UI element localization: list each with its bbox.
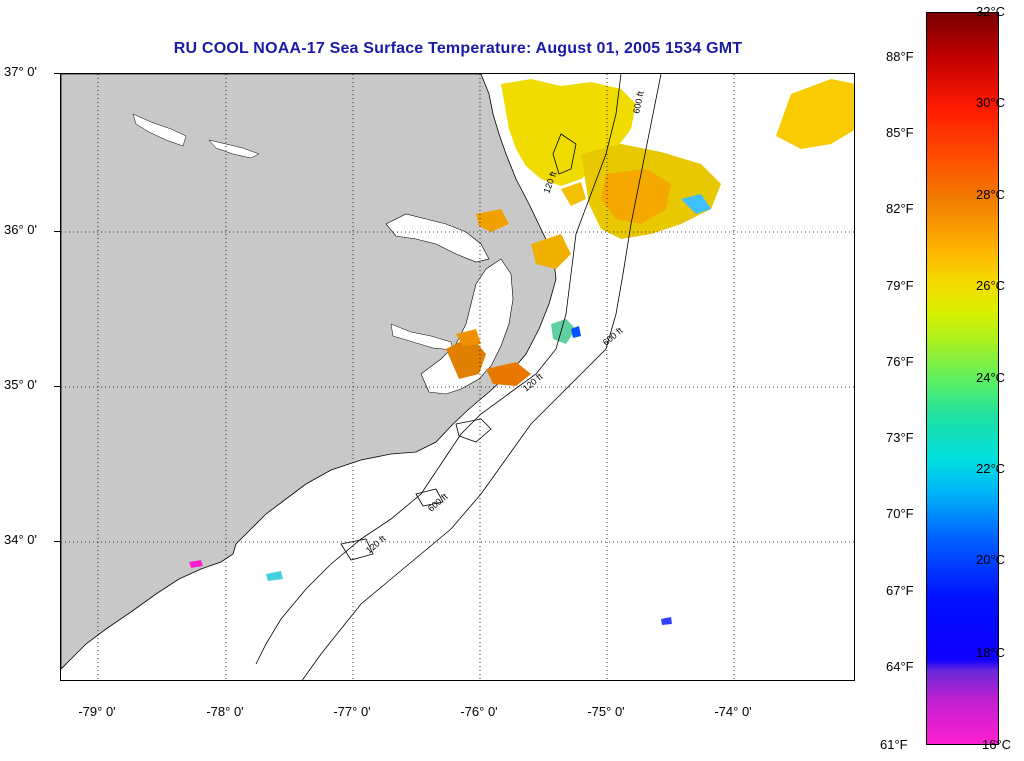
lon-label-77: -77° 0' bbox=[333, 704, 371, 719]
c-label-28: 28°C bbox=[976, 187, 1006, 202]
grid-lines bbox=[61, 74, 854, 680]
contour-label-120-c: 120 ft bbox=[364, 533, 388, 555]
lake-2 bbox=[208, 139, 260, 159]
f-label-88: 88°F bbox=[886, 49, 914, 64]
c-label-24: 24°C bbox=[976, 370, 1006, 385]
lat-label-36: 36° 0' bbox=[4, 222, 37, 237]
albemarle-sound bbox=[385, 213, 490, 263]
f-label-79: 79°F bbox=[886, 278, 914, 293]
f-label-76: 76°F bbox=[886, 354, 914, 369]
lat-label-34: 34° 0' bbox=[4, 532, 37, 547]
lat-tick bbox=[54, 541, 60, 542]
lat-tick bbox=[54, 231, 60, 232]
contour-label-600-c: 600 ft bbox=[426, 491, 450, 513]
temperature-colorbar bbox=[926, 12, 999, 745]
f-label-61: 61°F bbox=[880, 737, 908, 752]
lat-tick bbox=[54, 73, 60, 74]
c-label-18: 18°C bbox=[976, 645, 1006, 660]
c-label-26: 26°C bbox=[976, 278, 1006, 293]
f-label-73: 73°F bbox=[886, 430, 914, 445]
lon-label-74: -74° 0' bbox=[714, 704, 752, 719]
f-label-70: 70°F bbox=[886, 506, 914, 521]
f-label-64: 64°F bbox=[886, 659, 914, 674]
c-label-16: 16°C bbox=[982, 737, 1012, 752]
contour-label-600-b: 600 ft bbox=[601, 325, 625, 347]
lat-tick bbox=[54, 386, 60, 387]
lat-label-35: 35° 0' bbox=[4, 377, 37, 392]
f-label-85: 85°F bbox=[886, 125, 914, 140]
map-title: RU COOL NOAA-17 Sea Surface Temperature:… bbox=[173, 40, 743, 57]
f-label-67: 67°F bbox=[886, 583, 914, 598]
map-canvas: 120 ft 600 ft 600 ft 120 ft 600 ft 120 f… bbox=[61, 74, 854, 680]
lake bbox=[132, 113, 187, 147]
c-label-30: 30°C bbox=[976, 95, 1006, 110]
lon-label-76: -76° 0' bbox=[460, 704, 498, 719]
sst-map: 120 ft 600 ft 600 ft 120 ft 600 ft 120 f… bbox=[60, 73, 855, 681]
lon-label-75: -75° 0' bbox=[587, 704, 625, 719]
c-label-20: 20°C bbox=[976, 552, 1006, 567]
lat-label-37: 37° 0' bbox=[4, 64, 37, 79]
f-label-82: 82°F bbox=[886, 201, 914, 216]
sst-patches bbox=[189, 79, 854, 625]
c-label-22: 22°C bbox=[976, 461, 1006, 476]
c-label-32: 32°C bbox=[976, 4, 1006, 19]
pamlico-sound bbox=[420, 258, 514, 395]
bathymetry-contours bbox=[255, 74, 662, 680]
lon-label-79: -79° 0' bbox=[78, 704, 116, 719]
contour-label-600: 600 ft bbox=[631, 90, 646, 115]
lon-label-78: -78° 0' bbox=[206, 704, 244, 719]
